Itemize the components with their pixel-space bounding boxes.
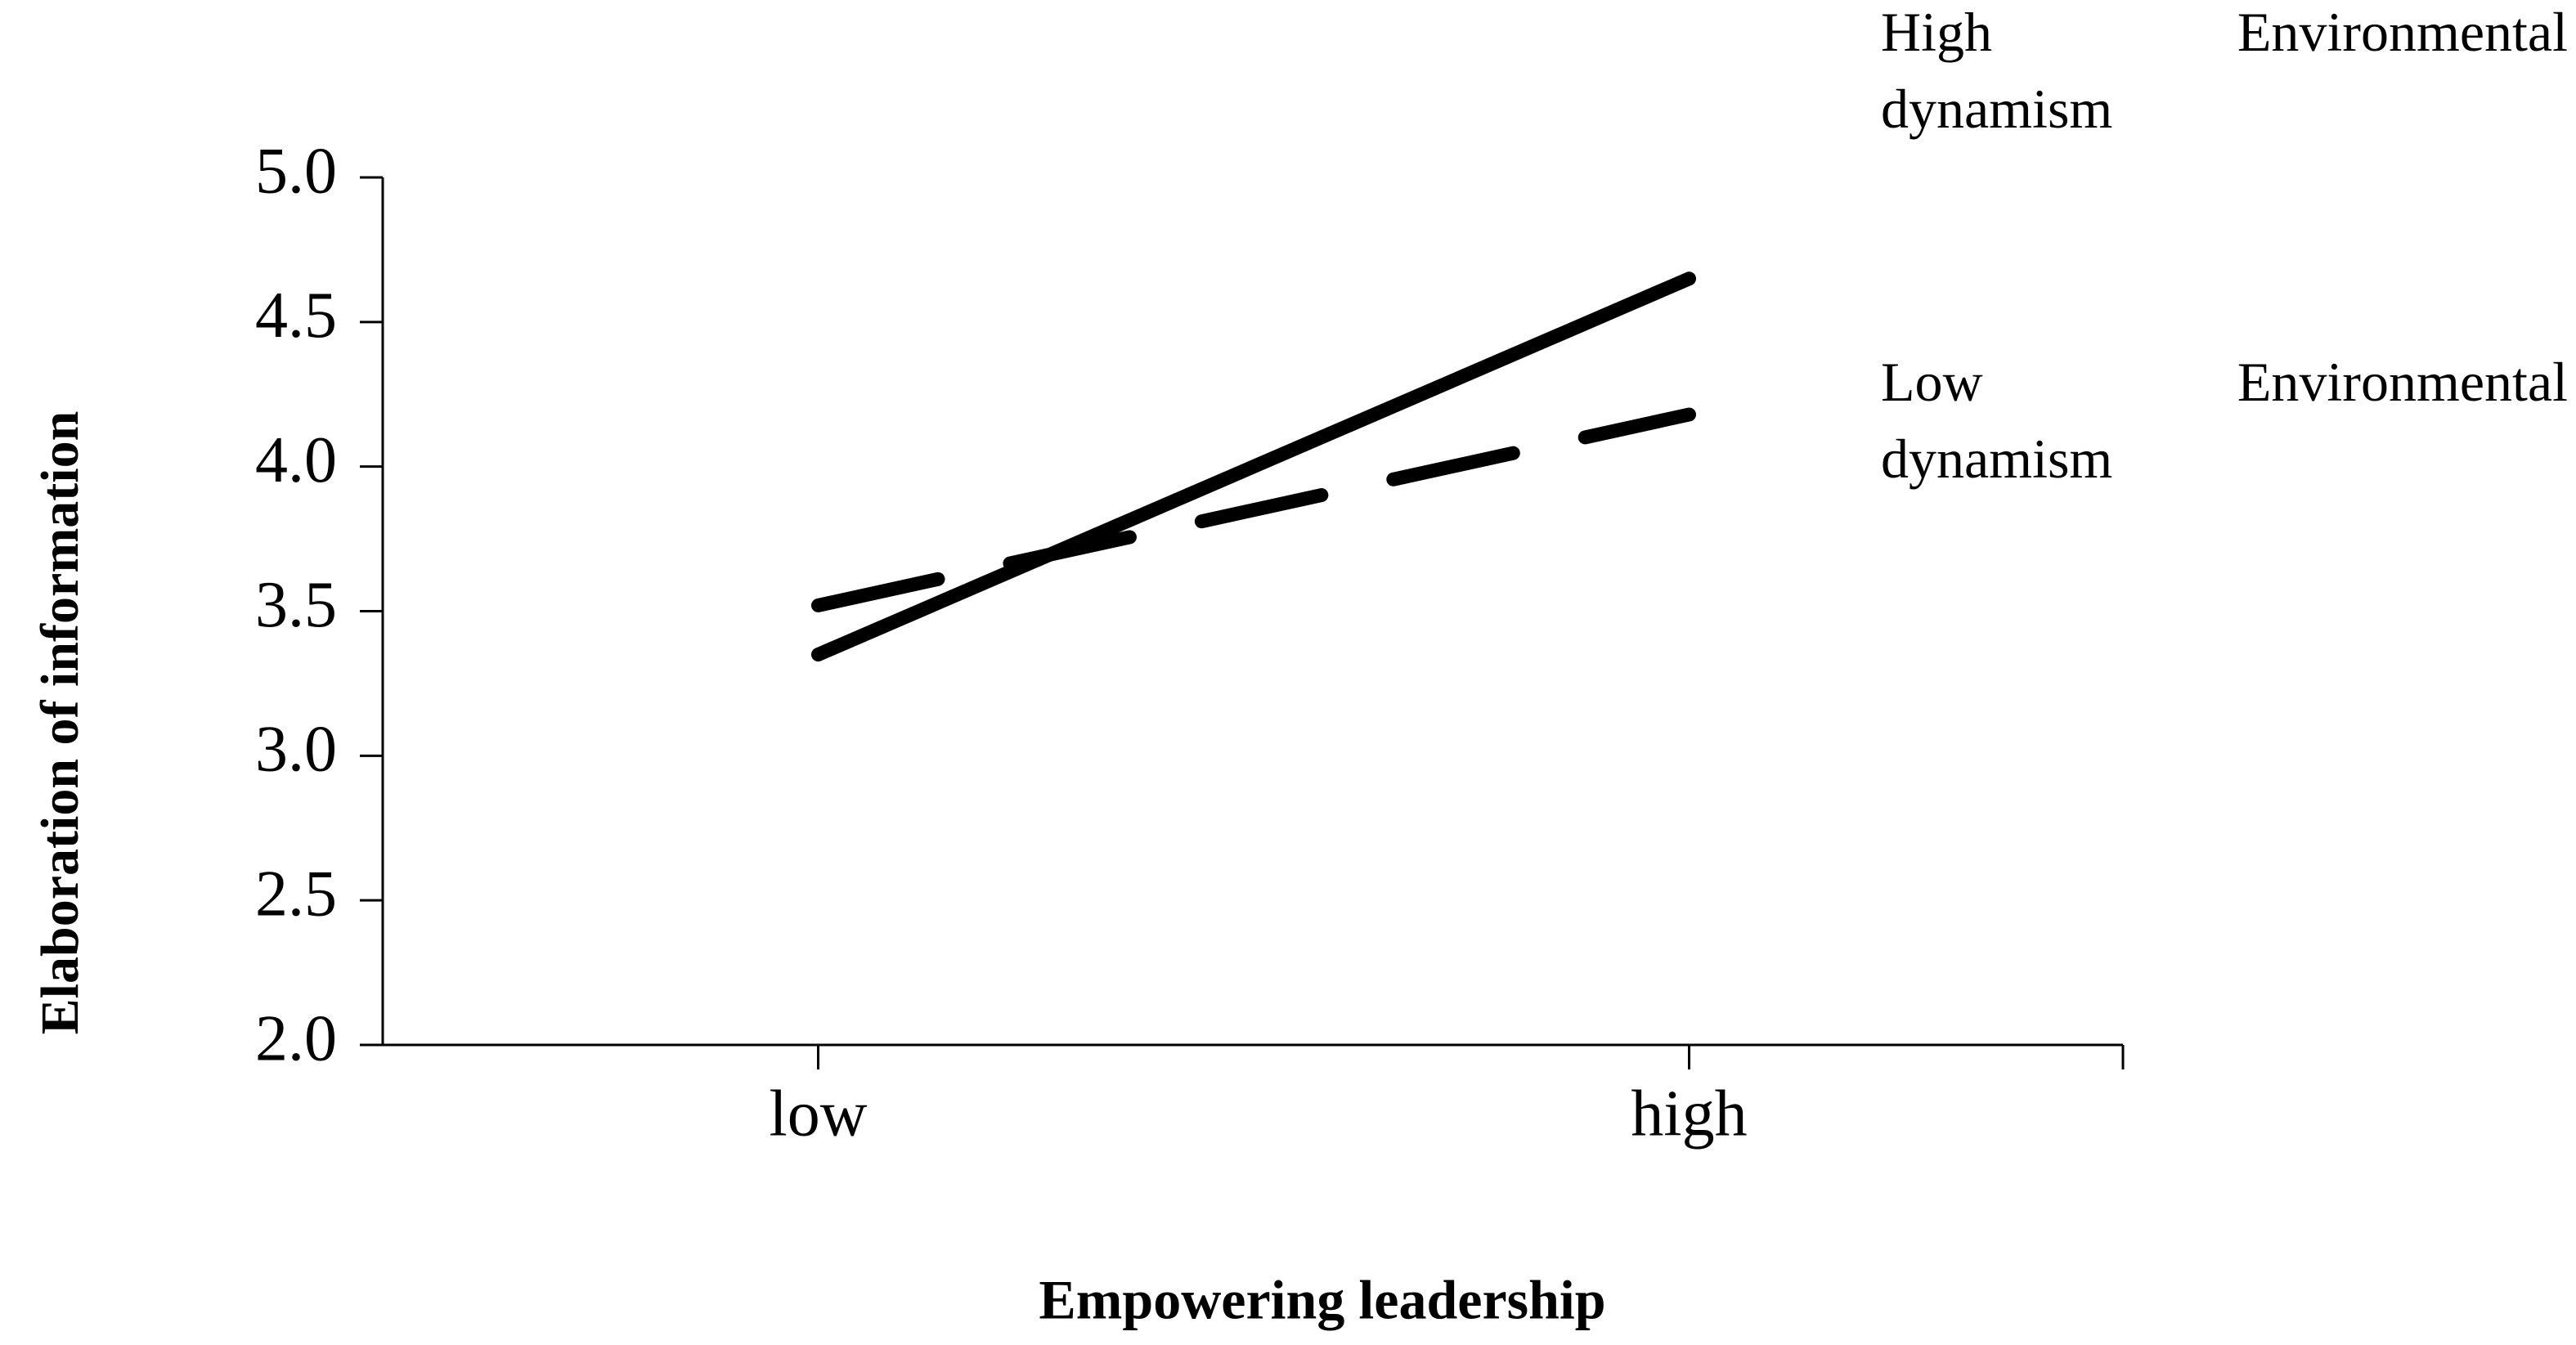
x-axis-label: Empowering leadership xyxy=(1039,1269,1605,1331)
y-tick-label: 4.0 xyxy=(255,424,337,496)
y-tick-label: 3.5 xyxy=(255,569,337,641)
y-axis-label: Elaboration of information xyxy=(30,411,90,1035)
y-tick-label: 5.0 xyxy=(255,135,337,207)
series-line xyxy=(811,271,1696,662)
legend-label: Low Environmental dynamism xyxy=(1881,351,2568,490)
y-tick-label: 2.0 xyxy=(255,1002,337,1074)
y-tick-label: 2.5 xyxy=(255,859,337,930)
legend-label: High Environmental dynamism xyxy=(1881,1,2568,140)
y-tick-label: 4.5 xyxy=(255,280,337,352)
y-tick-label: 3.0 xyxy=(255,714,337,786)
x-tick-label: low xyxy=(770,1078,868,1150)
x-tick-label: high xyxy=(1631,1078,1747,1150)
series-line xyxy=(811,407,1696,612)
